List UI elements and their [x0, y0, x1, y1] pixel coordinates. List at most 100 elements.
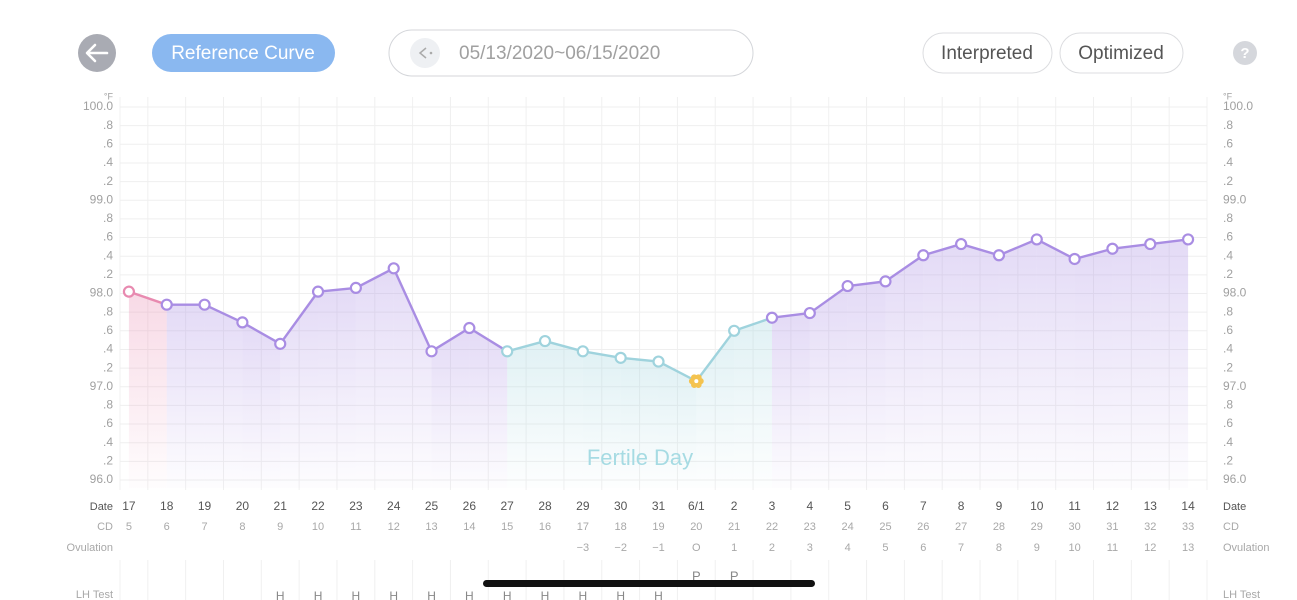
ovulation-value: 3: [807, 542, 813, 554]
area-segment: [355, 268, 394, 488]
point: [955, 237, 968, 251]
y-tick-label: .4: [103, 342, 113, 356]
help-label[interactable]: ?: [1240, 45, 1249, 62]
row-label-right: Date: [1223, 501, 1246, 513]
point: [349, 281, 362, 295]
cd-value: 12: [388, 521, 400, 533]
cd-value: 14: [463, 521, 475, 533]
area-segment: [771, 313, 810, 488]
point: [425, 345, 438, 358]
area-segment: [1150, 239, 1189, 488]
area-segment: [582, 351, 621, 488]
line-segment: [1112, 242, 1151, 250]
area-segment: [1036, 239, 1075, 488]
row-label: LH Test: [76, 589, 113, 600]
date-range[interactable]: 05/13/2020~06/15/2020: [459, 43, 660, 64]
ovulation-value: O: [692, 542, 701, 554]
line-segment: [128, 290, 168, 306]
point: [1181, 233, 1195, 246]
ovulation-value: 6: [920, 542, 926, 554]
point: [1106, 242, 1119, 255]
back-button[interactable]: [78, 34, 116, 72]
x-tick-label: 4: [806, 499, 813, 513]
cd-value: 24: [842, 521, 854, 533]
point: [122, 285, 136, 298]
y-tick-label-right: .6: [1223, 230, 1233, 244]
y-tick-label: .8: [103, 304, 113, 318]
x-tick-label: 9: [996, 499, 1003, 513]
line-segment: [884, 254, 924, 283]
line-segment: [620, 356, 659, 363]
area-segment: [658, 361, 697, 488]
y-tick-label-right: .8: [1223, 118, 1233, 132]
optimized-label[interactable]: Optimized: [1078, 43, 1164, 64]
point: [879, 275, 892, 288]
area-segment: [923, 244, 962, 488]
cd-value: 21: [728, 521, 740, 533]
point: [728, 324, 741, 337]
y-tick-label-right: .4: [1223, 435, 1233, 449]
area-segment: [961, 244, 999, 488]
x-tick-label: 30: [614, 499, 628, 513]
point: [501, 345, 514, 358]
area-segment: [280, 291, 319, 488]
optimized-button[interactable]: [1059, 32, 1184, 74]
row-label-right: Ovulation: [1223, 542, 1269, 554]
reference-curve-button[interactable]: [152, 34, 335, 72]
reference-curve-label[interactable]: Reference Curve: [171, 43, 315, 64]
ovulation-value: 4: [845, 542, 851, 554]
line-segment: [241, 321, 281, 345]
cd-value: 29: [1031, 521, 1043, 533]
line-segment: [771, 311, 810, 319]
y-tick-label-right: 97.0: [1223, 379, 1247, 393]
ovulation-value: −1: [652, 542, 665, 554]
line-segment: [506, 339, 546, 353]
y-tick-label: 100.0: [83, 99, 113, 113]
cd-value: 11: [350, 521, 361, 533]
date-icon[interactable]: [410, 38, 440, 68]
x-tick-label: 13: [1144, 499, 1158, 513]
area-segment: [620, 357, 659, 488]
y-unit-right: °F: [1223, 91, 1233, 101]
ovulation-value: 5: [882, 542, 888, 554]
cd-value: 15: [501, 521, 513, 533]
point: [387, 262, 400, 275]
x-tick-label: 7: [920, 499, 927, 513]
help-button[interactable]: [1233, 41, 1257, 65]
point: [652, 355, 665, 368]
point: [992, 249, 1006, 262]
y-tick-label-right: .2: [1223, 174, 1233, 188]
date-icon-arrow: [418, 47, 427, 59]
interpreted-button[interactable]: [922, 32, 1053, 74]
line-segment: [1074, 247, 1113, 261]
y-tick-label-right: 100.0: [1223, 99, 1253, 113]
test-mark: P: [692, 568, 701, 583]
y-tick-label: .6: [103, 136, 113, 150]
area-segment: [166, 304, 205, 488]
y-tick-label: 98.0: [90, 286, 114, 300]
area-segment: [507, 341, 546, 488]
line-segment: [809, 285, 849, 315]
line-segment: [392, 267, 433, 352]
x-tick-label: 12: [1106, 499, 1120, 513]
x-tick-label: 17: [122, 499, 136, 513]
x-tick-label: 27: [501, 499, 515, 513]
row-label: CD: [97, 521, 113, 533]
interpreted-label[interactable]: Interpreted: [941, 43, 1033, 64]
marker-center: [694, 379, 699, 384]
x-tick-label: 21: [274, 499, 288, 513]
line-segment: [695, 330, 736, 382]
date-range-box[interactable]: [388, 29, 754, 77]
ovulation-value: 1: [731, 542, 737, 554]
area-segment: [734, 317, 772, 488]
point: [917, 249, 930, 262]
ovulation-value: 2: [769, 542, 775, 554]
point: [1030, 233, 1043, 246]
lh-value: H: [541, 589, 550, 600]
y-tick-label: .2: [103, 454, 113, 468]
y-tick-label-right: 98.0: [1223, 286, 1247, 300]
area-segment: [998, 239, 1037, 488]
line-segment: [733, 316, 773, 332]
point: [765, 311, 779, 324]
